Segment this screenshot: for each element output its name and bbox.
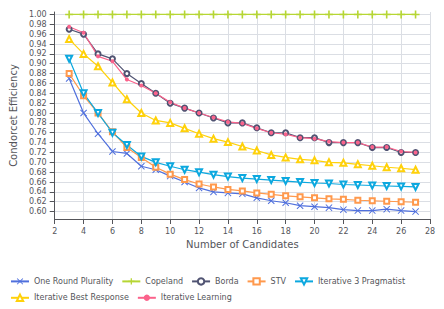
svg-text:18: 18 [281, 227, 291, 236]
svg-text:Iterative 3 Pragmatist: Iterative 3 Pragmatist [318, 277, 405, 286]
svg-text:0.64: 0.64 [29, 187, 47, 196]
svg-text:Borda: Borda [215, 277, 239, 286]
svg-text:0.70: 0.70 [29, 158, 47, 167]
svg-text:Iterative Learning: Iterative Learning [161, 293, 232, 302]
svg-text:0.80: 0.80 [29, 109, 47, 118]
svg-text:0.96: 0.96 [29, 30, 47, 39]
svg-text:26: 26 [396, 227, 406, 236]
svg-text:0.94: 0.94 [29, 40, 47, 49]
svg-text:2: 2 [52, 227, 57, 236]
svg-text:4: 4 [81, 227, 86, 236]
svg-text:22: 22 [338, 227, 348, 236]
svg-text:16: 16 [252, 227, 262, 236]
svg-text:STV: STV [271, 277, 287, 286]
svg-text:28: 28 [425, 227, 435, 236]
svg-text:Iterative Best Response: Iterative Best Response [34, 293, 129, 302]
svg-text:12: 12 [194, 227, 204, 236]
svg-text:8: 8 [139, 227, 144, 236]
svg-text:24: 24 [367, 227, 377, 236]
svg-text:0.98: 0.98 [29, 20, 47, 29]
svg-text:0.88: 0.88 [29, 69, 47, 78]
svg-text:0.84: 0.84 [29, 89, 47, 98]
svg-text:1.00: 1.00 [29, 10, 47, 19]
svg-text:0.86: 0.86 [29, 79, 47, 88]
svg-text:Number of Candidates: Number of Candidates [186, 239, 299, 250]
svg-text:0.90: 0.90 [29, 59, 47, 68]
svg-text:One Round Plurality: One Round Plurality [34, 277, 114, 286]
svg-text:0.62: 0.62 [29, 197, 47, 206]
svg-text:0.72: 0.72 [29, 148, 47, 157]
svg-text:14: 14 [223, 227, 233, 236]
svg-text:0.92: 0.92 [29, 49, 47, 58]
svg-text:0.74: 0.74 [29, 138, 47, 147]
svg-text:0.76: 0.76 [29, 128, 47, 137]
svg-text:Copeland: Copeland [145, 277, 183, 286]
svg-text:0.60: 0.60 [29, 207, 47, 216]
svg-text:20: 20 [309, 227, 319, 236]
svg-text:0.78: 0.78 [29, 118, 47, 127]
svg-text:Condorcet Efficiency: Condorcet Efficiency [8, 64, 19, 167]
svg-text:0.66: 0.66 [29, 178, 47, 187]
svg-text:6: 6 [110, 227, 115, 236]
svg-text:10: 10 [165, 227, 175, 236]
svg-text:0.68: 0.68 [29, 168, 47, 177]
svg-text:0.82: 0.82 [29, 99, 47, 108]
